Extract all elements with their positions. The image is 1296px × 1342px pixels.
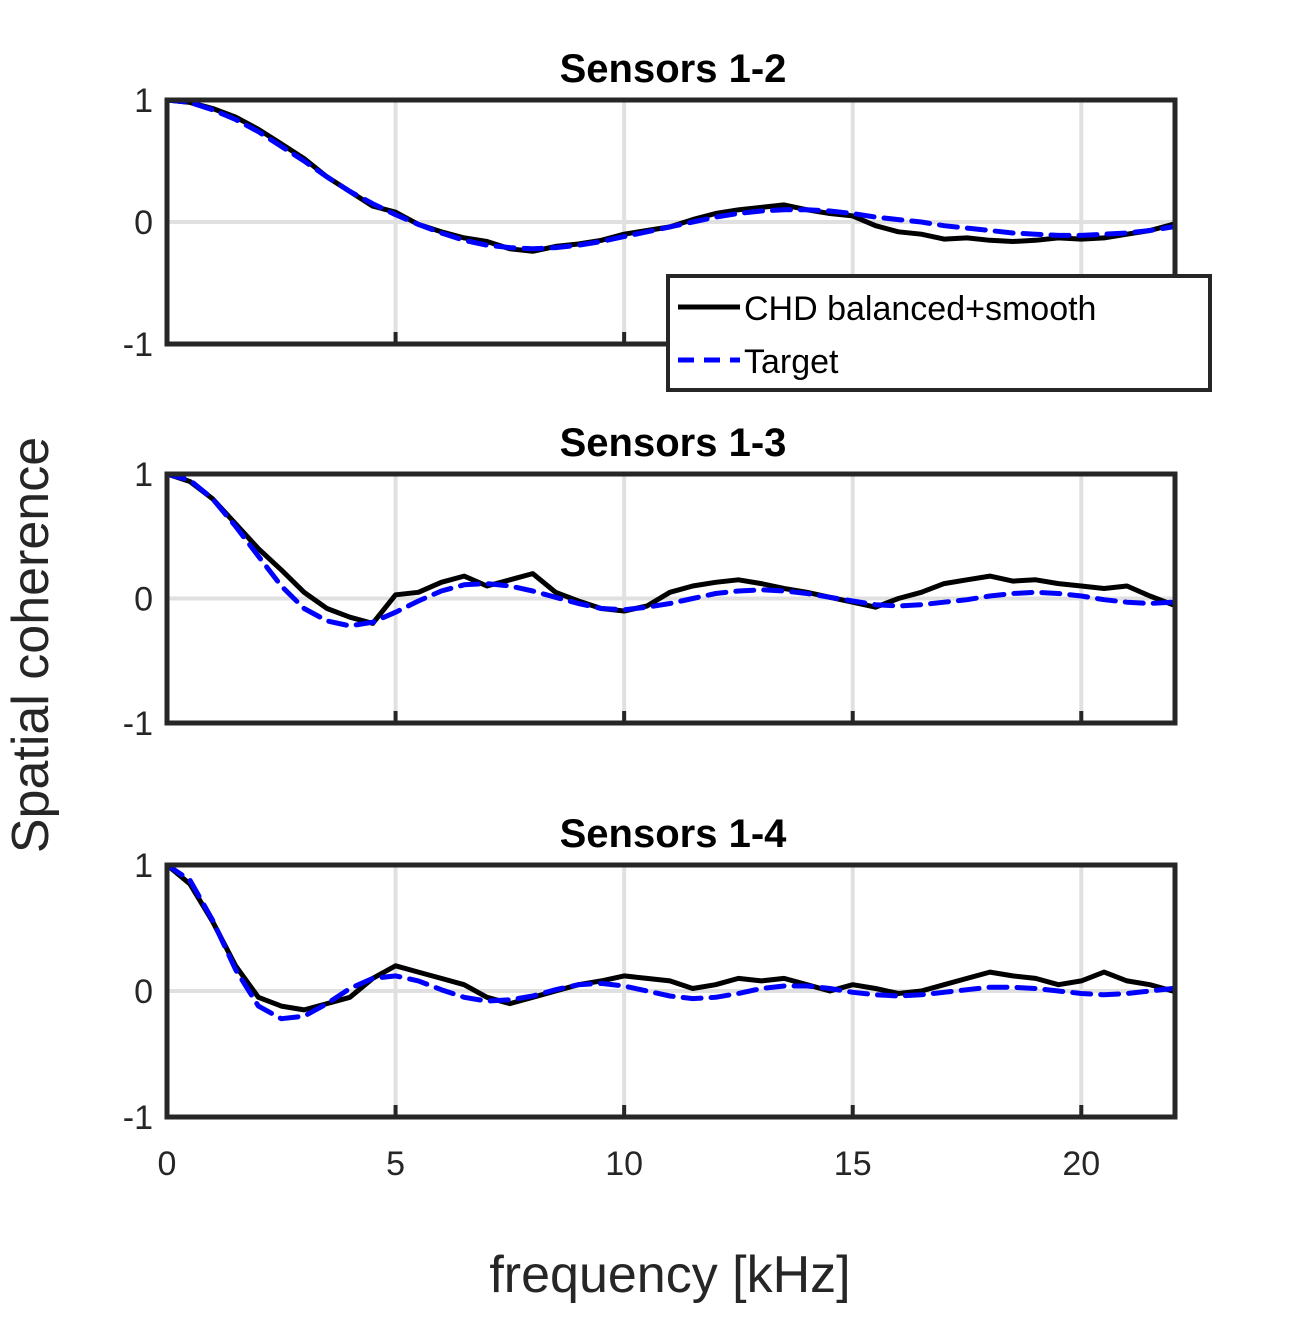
y-tick-label: -1 [123, 326, 153, 364]
x-tick-label: 5 [386, 1145, 405, 1183]
y-tick-label: 1 [134, 847, 153, 885]
axes-box [164, 471, 1178, 726]
y-tick-label: -1 [123, 1099, 153, 1137]
y-tick-label: 1 [134, 82, 153, 120]
x-axis-label: frequency [kHz] [489, 1246, 850, 1304]
y-tick-label: 1 [134, 456, 153, 494]
series-line-measured [167, 471, 1175, 626]
y-tick-label: 0 [134, 204, 153, 242]
legend-box [666, 274, 1212, 392]
x-tick-label: 0 [158, 1145, 177, 1183]
legend-label-measured: CHD balanced+smooth [744, 290, 1096, 328]
subplot-title: Sensors 1-4 [560, 812, 788, 856]
axes-box [164, 862, 1178, 1120]
x-tick-label: 10 [605, 1145, 643, 1183]
y-tick-label: 0 [134, 581, 153, 619]
subplot-2: -1 0 1 Sensors 1-3 [123, 421, 1178, 743]
y-tick-label: -1 [123, 705, 153, 743]
series-line-target [167, 471, 1175, 629]
x-tick-label: 15 [834, 1145, 872, 1183]
subplot-title: Sensors 1-3 [560, 421, 787, 465]
series-line-target [167, 862, 1175, 1022]
subplot-title: Sensors 1-2 [560, 47, 787, 91]
legend: CHD balanced+smooth Target [666, 274, 1212, 392]
x-tick-label: 20 [1062, 1145, 1100, 1183]
legend-label-target: Target [744, 343, 839, 381]
y-tick-label: 0 [134, 973, 153, 1011]
series-line-target [167, 97, 1175, 252]
y-axis-label: Spatial coherence [2, 437, 60, 853]
